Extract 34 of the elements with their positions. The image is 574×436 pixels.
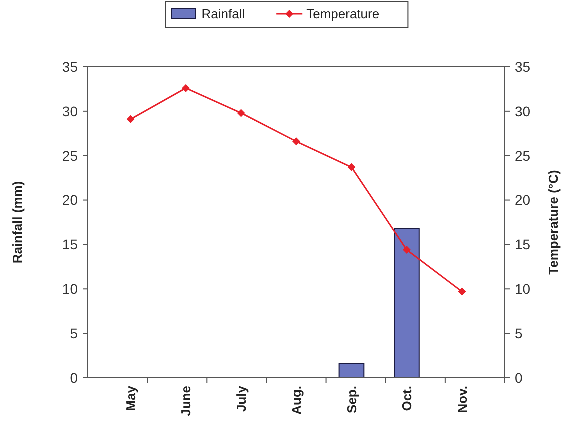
legend-label: Rainfall [202, 6, 246, 22]
x-tick-label: July [234, 385, 249, 412]
point [292, 138, 300, 146]
x-tick-label: Aug. [289, 386, 304, 415]
y2-tick-label: 35 [515, 58, 531, 75]
y2-axis-title: Temperature (°C) [546, 170, 561, 275]
x-tick-label: Oct. [400, 386, 415, 412]
x-tick-label: Nov. [454, 386, 470, 414]
x-tick-label: May [123, 385, 138, 412]
point [237, 109, 246, 118]
point [126, 115, 135, 124]
point [402, 246, 411, 254]
y2-tick-label: 5 [515, 325, 523, 342]
x-tick-label: June [178, 386, 194, 416]
y-tick-label: 20 [62, 192, 78, 208]
y-tick-label: 25 [62, 148, 78, 164]
y-tick-label: 10 [62, 281, 78, 298]
legend-label: Temperature [306, 6, 380, 22]
y2-tick-label: 30 [515, 103, 531, 120]
y-tick-label: 5 [70, 325, 78, 342]
point [182, 84, 190, 92]
y-tick-label: 0 [70, 370, 78, 386]
point [348, 163, 356, 172]
point [458, 288, 466, 296]
y2-tick-label: 0 [515, 370, 523, 386]
y-tick-label: 35 [62, 58, 78, 75]
y-tick-label: 30 [62, 103, 78, 120]
x-tick-label: Sep. [344, 386, 360, 414]
y2-tick-label: 10 [515, 281, 531, 298]
y2-tick-label: 25 [515, 148, 531, 164]
y2-tick-label: 15 [515, 236, 531, 253]
y-tick-label: 15 [62, 236, 78, 253]
y2-tick-label: 20 [515, 192, 531, 208]
y-axis-title: Rainfall (mm) [10, 181, 25, 264]
